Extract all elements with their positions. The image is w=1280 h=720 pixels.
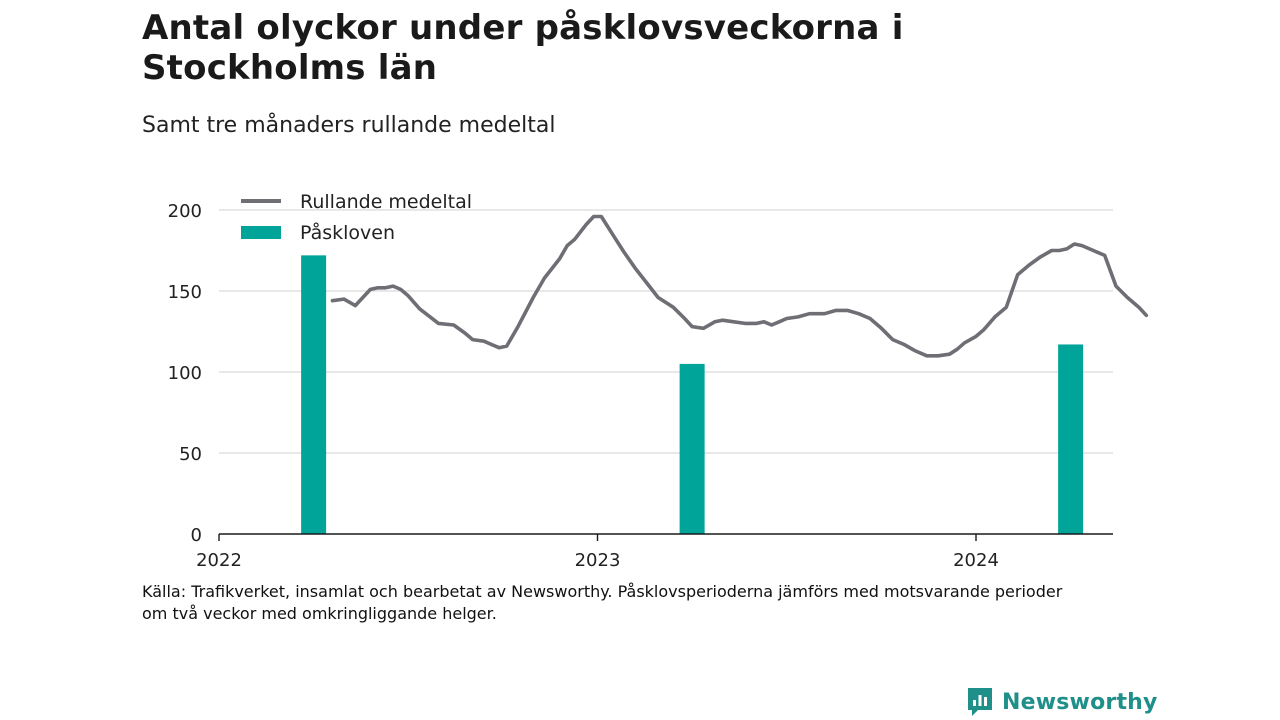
chart-title: Antal olyckor under påsklovsveckorna i S… [142, 8, 904, 88]
y-tick-label: 100 [168, 363, 202, 384]
source-line-2: om två veckor med omkringliggande helger… [142, 604, 497, 623]
brand-name: Newsworthy [1002, 689, 1158, 715]
x-tick-label: 2022 [196, 550, 242, 571]
grid-lines [219, 209, 1113, 454]
y-tick-label: 50 [179, 444, 202, 465]
x-tick-label: 2023 [575, 550, 621, 571]
newsworthy-logo-icon [968, 688, 992, 716]
bars [301, 255, 1084, 535]
bar-paskloven-2 [1058, 344, 1084, 534]
bar-paskloven-0 [301, 255, 327, 535]
legend-label-line: Rullande medeltal [300, 191, 472, 213]
chart-subtitle: Samt tre månaders rullande medeltal [142, 113, 556, 138]
y-tick-label: 0 [191, 525, 202, 546]
line-series [330, 214, 1149, 358]
legend-label-bar: Påskloven [300, 221, 395, 244]
y-tick-label: 200 [168, 201, 202, 222]
legend-swatch-bar [241, 226, 281, 239]
line-rullande-medeltal [330, 214, 1149, 358]
bar-paskloven-1 [679, 363, 705, 534]
brand: Newsworthy [966, 686, 1158, 718]
source-line-1: Källa: Trafikverket, insamlat och bearbe… [142, 582, 1063, 601]
y-tick-label: 150 [168, 282, 202, 303]
axes: 0 50 100 150 200 2022 2023 2024 [168, 201, 1113, 571]
source-note: Källa: Trafikverket, insamlat och bearbe… [142, 581, 1077, 625]
x-tick-label: 2024 [953, 550, 999, 571]
legend: Rullande medeltal Påskloven [241, 191, 472, 244]
